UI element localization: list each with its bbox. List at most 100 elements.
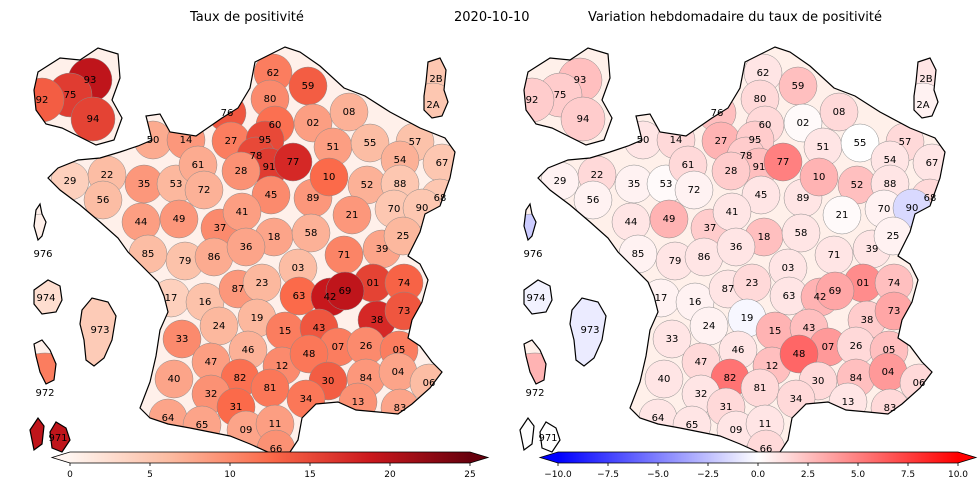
department-label-15: 15 [279,326,292,337]
department-label-12: 12 [766,361,779,372]
department-label-36: 36 [730,242,743,253]
department-label-52: 52 [851,180,864,191]
department-label-58: 58 [795,228,808,239]
department-label-18: 18 [268,232,281,243]
department-label-89: 89 [307,193,320,204]
department-label-2A: 2A [426,100,439,111]
department-label-37: 37 [214,223,227,234]
department-label-73: 73 [888,306,901,317]
department-label-59: 59 [302,81,315,92]
department-label-02: 02 [307,118,320,129]
department-label-62: 62 [267,68,280,79]
department-label-18: 18 [758,232,771,243]
department-label-14: 14 [180,135,193,146]
department-label-78: 78 [740,151,753,162]
department-label-88: 88 [394,179,407,190]
department-label-74: 74 [888,278,901,289]
department-label-05: 05 [393,345,406,356]
department-label-78: 78 [250,151,263,162]
colorbar-tick-label: 0.0 [751,470,766,480]
department-label-29: 29 [64,176,77,187]
department-40 [644,359,684,399]
department-label-35: 35 [628,179,641,190]
department-77 [763,142,803,182]
colorbar-tick-label: 10.0 [948,470,968,480]
department-label-84: 84 [360,373,373,384]
department-label-86: 86 [208,252,221,263]
department-label-43: 43 [313,323,326,334]
department-label-33: 33 [176,334,189,345]
department-label-36: 36 [240,242,253,253]
department-label-19: 19 [741,313,754,324]
department-label-2B: 2B [919,74,932,85]
department-label-24: 24 [213,321,226,332]
department-label-08: 08 [833,107,846,118]
colorbar-tick-label: 2.5 [801,470,815,480]
date-title: 2020-10-10 [454,10,530,25]
department-label-70: 70 [388,204,401,215]
department-45 [741,175,781,215]
department-56 [573,180,613,220]
department-label-51: 51 [817,142,830,153]
department-label-65: 65 [686,420,699,431]
department-label-64: 64 [652,413,665,424]
department-label-26: 26 [360,341,373,352]
department-label-29: 29 [554,176,567,187]
department-label-52: 52 [361,180,374,191]
department-label-79: 79 [179,256,192,267]
department-label-59: 59 [792,81,805,92]
department-label-73: 73 [398,306,411,317]
department-label-49: 49 [173,214,186,225]
department-label-69: 69 [829,286,842,297]
department-label-95: 95 [749,135,762,146]
department-label-04: 04 [392,367,405,378]
department-label-22: 22 [591,170,604,181]
colorbar-tick-label: 20 [384,470,396,480]
department-label-88: 88 [884,179,897,190]
department-label-47: 47 [205,357,218,368]
department-69 [325,271,365,311]
department-label-44: 44 [135,217,148,228]
department-label-39: 39 [376,244,389,255]
department-label-32: 32 [695,389,708,400]
department-label-31: 31 [720,402,733,413]
department-28 [711,151,751,191]
department-label-54: 54 [884,155,897,166]
department-label-61: 61 [192,160,205,171]
department-label-91: 91 [753,162,766,173]
department-label-62: 62 [757,68,770,79]
department-label-2A: 2A [916,100,929,111]
department-label-21: 21 [836,210,849,221]
department-label-01: 01 [367,278,380,289]
department-label-51: 51 [327,142,340,153]
department-label-09: 09 [240,425,253,436]
department-label-43: 43 [803,323,816,334]
department-label-92: 92 [36,95,49,106]
department-label-34: 34 [790,394,803,405]
department-label-16: 16 [689,297,702,308]
department-label-972: 972 [35,388,54,399]
department-label-09: 09 [730,425,743,436]
department-label-82: 82 [234,373,247,384]
department-48 [289,334,329,374]
department-label-39: 39 [866,244,879,255]
department-label-42: 42 [814,292,827,303]
department-33 [162,319,202,359]
colorbar-tick-label: 25 [464,470,475,480]
department-72 [184,170,224,210]
department-label-71: 71 [338,250,351,261]
department-label-90: 90 [416,203,429,214]
department-label-07: 07 [822,342,835,353]
department-label-65: 65 [196,420,209,431]
department-label-03: 03 [292,263,305,274]
department-40 [154,359,194,399]
department-label-28: 28 [235,166,248,177]
department-label-45: 45 [755,190,768,201]
department-label-75: 75 [64,90,77,101]
department-label-971: 971 [538,433,557,444]
department-label-74: 74 [398,278,411,289]
department-label-06: 06 [913,378,926,389]
department-973 [570,298,606,366]
department-label-49: 49 [663,214,676,225]
department-08 [329,92,369,132]
